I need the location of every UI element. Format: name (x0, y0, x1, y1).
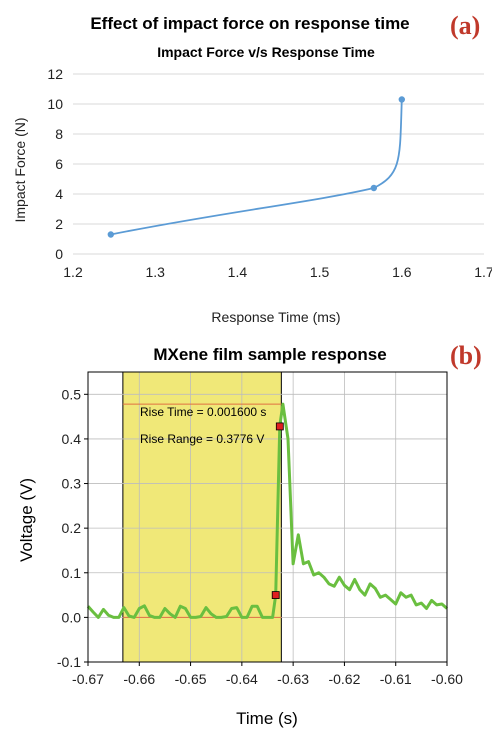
chart-b-y-tick-label: 0.3 (62, 476, 82, 492)
chart-b-y-tick-label: 0.4 (62, 431, 82, 447)
chart-b-x-tick-label: -0.61 (380, 671, 412, 687)
chart-b-x-tick-label: -0.62 (328, 671, 360, 687)
chart-b-series-line (86, 402, 448, 619)
chart-b-x-tick-label: -0.60 (431, 671, 463, 687)
chart-a-y-axis-label: Impact Force (N) (12, 117, 28, 222)
chart-b-x-axis-label: Time (s) (236, 709, 298, 728)
chart-b-y-tick-label: 0.0 (62, 609, 82, 625)
chart-b-y-tick-label: 0.1 (62, 565, 82, 581)
chart-a-y-tick-label: 6 (55, 156, 63, 172)
chart-a-series (107, 96, 405, 238)
chart-a-x-tick-label: 1.3 (145, 264, 165, 280)
chart-a-series-line (110, 99, 403, 236)
chart-a-y-tick-label: 0 (55, 246, 63, 262)
chart-b: -0.10.00.10.20.30.40.5 -0.67 -0.66 -0.65 -0… (57, 371, 463, 687)
chart-b-series (86, 402, 448, 619)
chart-a-x-tick-label: 1.2 (63, 264, 83, 280)
figure-title: Effect of impact force on response time (90, 14, 409, 33)
chart-b-y-ticks: -0.1 0.0 0.1 0.2 0.3 0.4 0.5 (57, 386, 88, 670)
chart-b-y-axis-label: Voltage (V) (17, 478, 36, 562)
chart-a-y-tick-label: 8 (55, 126, 63, 142)
chart-a-x-tick-label: 1.6 (392, 264, 412, 280)
chart-a-gridlines (73, 73, 484, 255)
chart-b-rise-marker (271, 591, 280, 599)
chart-a-y-tick-label: 10 (47, 96, 63, 112)
chart-b-y-tick-label: -0.1 (57, 654, 81, 670)
chart-a-y-tick-label: 2 (55, 216, 63, 232)
chart-a: 0 2 4 6 8 10 12 1.2 1.3 1.4 1.5 1.6 1.7 (47, 66, 492, 280)
chart-a-y-tick-label: 12 (47, 66, 63, 82)
chart-b-x-tick-label: -0.63 (277, 671, 309, 687)
chart-b-x-tick-label: -0.65 (175, 671, 207, 687)
chart-b-x-tick-label: -0.67 (72, 671, 104, 687)
chart-a-data-point (398, 96, 405, 103)
panel-b-label: (b) (450, 341, 482, 370)
chart-b-frame (87, 371, 448, 663)
chart-b-x-tick-label: -0.66 (123, 671, 155, 687)
chart-a-x-tick-label: 1.7 (474, 264, 492, 280)
chart-b-annotation-rise-range: Rise Range = 0.3776 V (140, 432, 264, 446)
chart-b-annotation-rise-time: Rise Time = 0.001600 s (140, 405, 266, 419)
chart-a-y-ticks: 0 2 4 6 8 10 12 (47, 66, 63, 262)
chart-b-rise-marker (275, 422, 284, 431)
chart-a-x-tick-label: 1.5 (310, 264, 330, 280)
chart-b-y-tick-label: 0.5 (62, 386, 82, 402)
chart-b-markers (271, 422, 284, 599)
chart-a-data-point (370, 184, 378, 192)
chart-a-y-tick-label: 4 (55, 186, 63, 202)
chart-a-x-axis-label: Response Time (ms) (211, 309, 340, 325)
chart-a-title: Impact Force v/s Response Time (157, 44, 375, 60)
chart-b-reference-lines (122, 403, 282, 618)
chart-a-x-ticks: 1.2 1.3 1.4 1.5 1.6 1.7 (63, 264, 492, 280)
chart-b-y-tick-label: 0.2 (62, 520, 82, 536)
chart-a-data-point (107, 231, 115, 238)
chart-b-x-tick-label: -0.64 (226, 671, 258, 687)
chart-a-x-tick-label: 1.4 (228, 264, 248, 280)
panel-a-label: (a) (450, 11, 480, 40)
chart-b-x-ticks: -0.67 -0.66 -0.65 -0.64 -0.63 -0.62 -0.61 -0.60 (72, 662, 463, 687)
chart-b-title: MXene film sample response (153, 345, 386, 364)
